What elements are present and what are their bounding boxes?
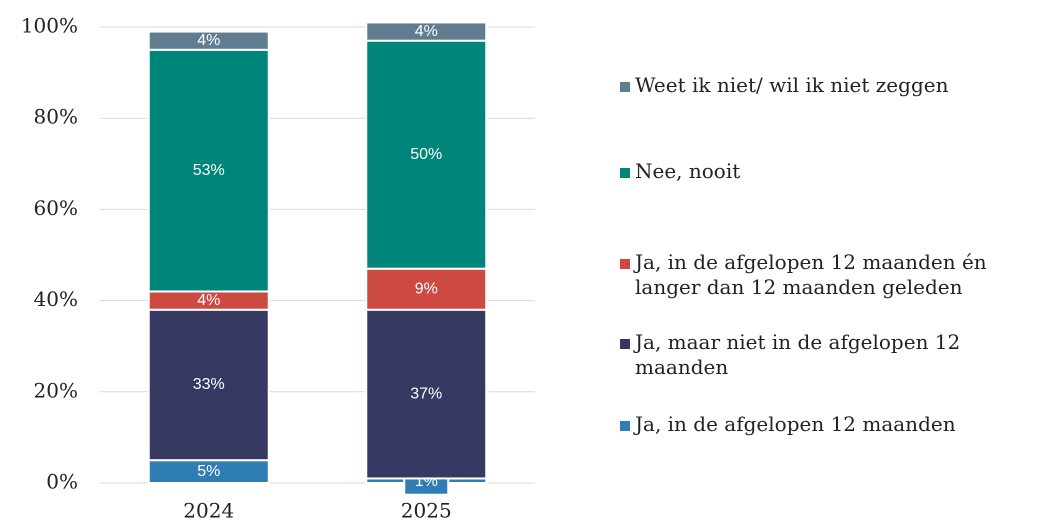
data-label: 33% bbox=[193, 376, 225, 393]
legend-label: Nee, nooit bbox=[635, 159, 741, 183]
legend-swatch bbox=[620, 259, 630, 269]
bar-segment bbox=[147, 308, 270, 462]
data-label: 4% bbox=[415, 23, 438, 40]
y-tick-label: 60% bbox=[34, 196, 78, 220]
legend-entry: Ja, in de afgelopen 12 maanden én langer… bbox=[620, 250, 1020, 300]
y-tick-label: 40% bbox=[34, 287, 78, 311]
legend-label: Weet ik niet/ wil ik niet zeggen bbox=[635, 73, 949, 97]
bar-segment bbox=[365, 308, 488, 480]
legend-label: Ja, in de afgelopen 12 maanden bbox=[635, 412, 956, 436]
bar-segment bbox=[365, 39, 488, 270]
bar-segment bbox=[365, 21, 488, 42]
legend-entry: Weet ik niet/ wil ik niet zeggen bbox=[620, 73, 1020, 98]
data-label: 9% bbox=[415, 280, 438, 297]
legend-entry: Ja, in de afgelopen 12 maanden bbox=[620, 412, 1020, 437]
x-tick-label: 2024 bbox=[183, 499, 234, 523]
bar-segment bbox=[147, 30, 270, 51]
data-label: 4% bbox=[197, 292, 220, 309]
legend-entry: Ja, maar niet in de afgelopen 12 maanden bbox=[620, 330, 1020, 380]
legend-swatch bbox=[620, 421, 630, 431]
x-tick-label: 2025 bbox=[401, 499, 452, 523]
y-tick-label: 100% bbox=[21, 14, 78, 38]
legend-label: Ja, maar niet in de afgelopen 12 maanden bbox=[635, 330, 961, 379]
y-tick-label: 0% bbox=[46, 470, 78, 494]
legend-swatch bbox=[620, 168, 630, 178]
legend-swatch bbox=[620, 82, 630, 92]
data-label: 5% bbox=[197, 463, 220, 480]
data-label: 53% bbox=[193, 162, 225, 179]
data-label: 50% bbox=[410, 146, 442, 163]
y-tick-label: 80% bbox=[34, 105, 78, 129]
legend-label: Ja, in de afgelopen 12 maanden én langer… bbox=[635, 250, 987, 299]
bar-segment bbox=[147, 48, 270, 293]
bar-segment bbox=[365, 267, 488, 311]
legend-entry: Nee, nooit bbox=[620, 159, 1020, 184]
data-label: 4% bbox=[197, 32, 220, 49]
legend-swatch bbox=[620, 339, 630, 349]
y-tick-label: 20% bbox=[34, 378, 78, 402]
data-label: 37% bbox=[410, 385, 442, 402]
